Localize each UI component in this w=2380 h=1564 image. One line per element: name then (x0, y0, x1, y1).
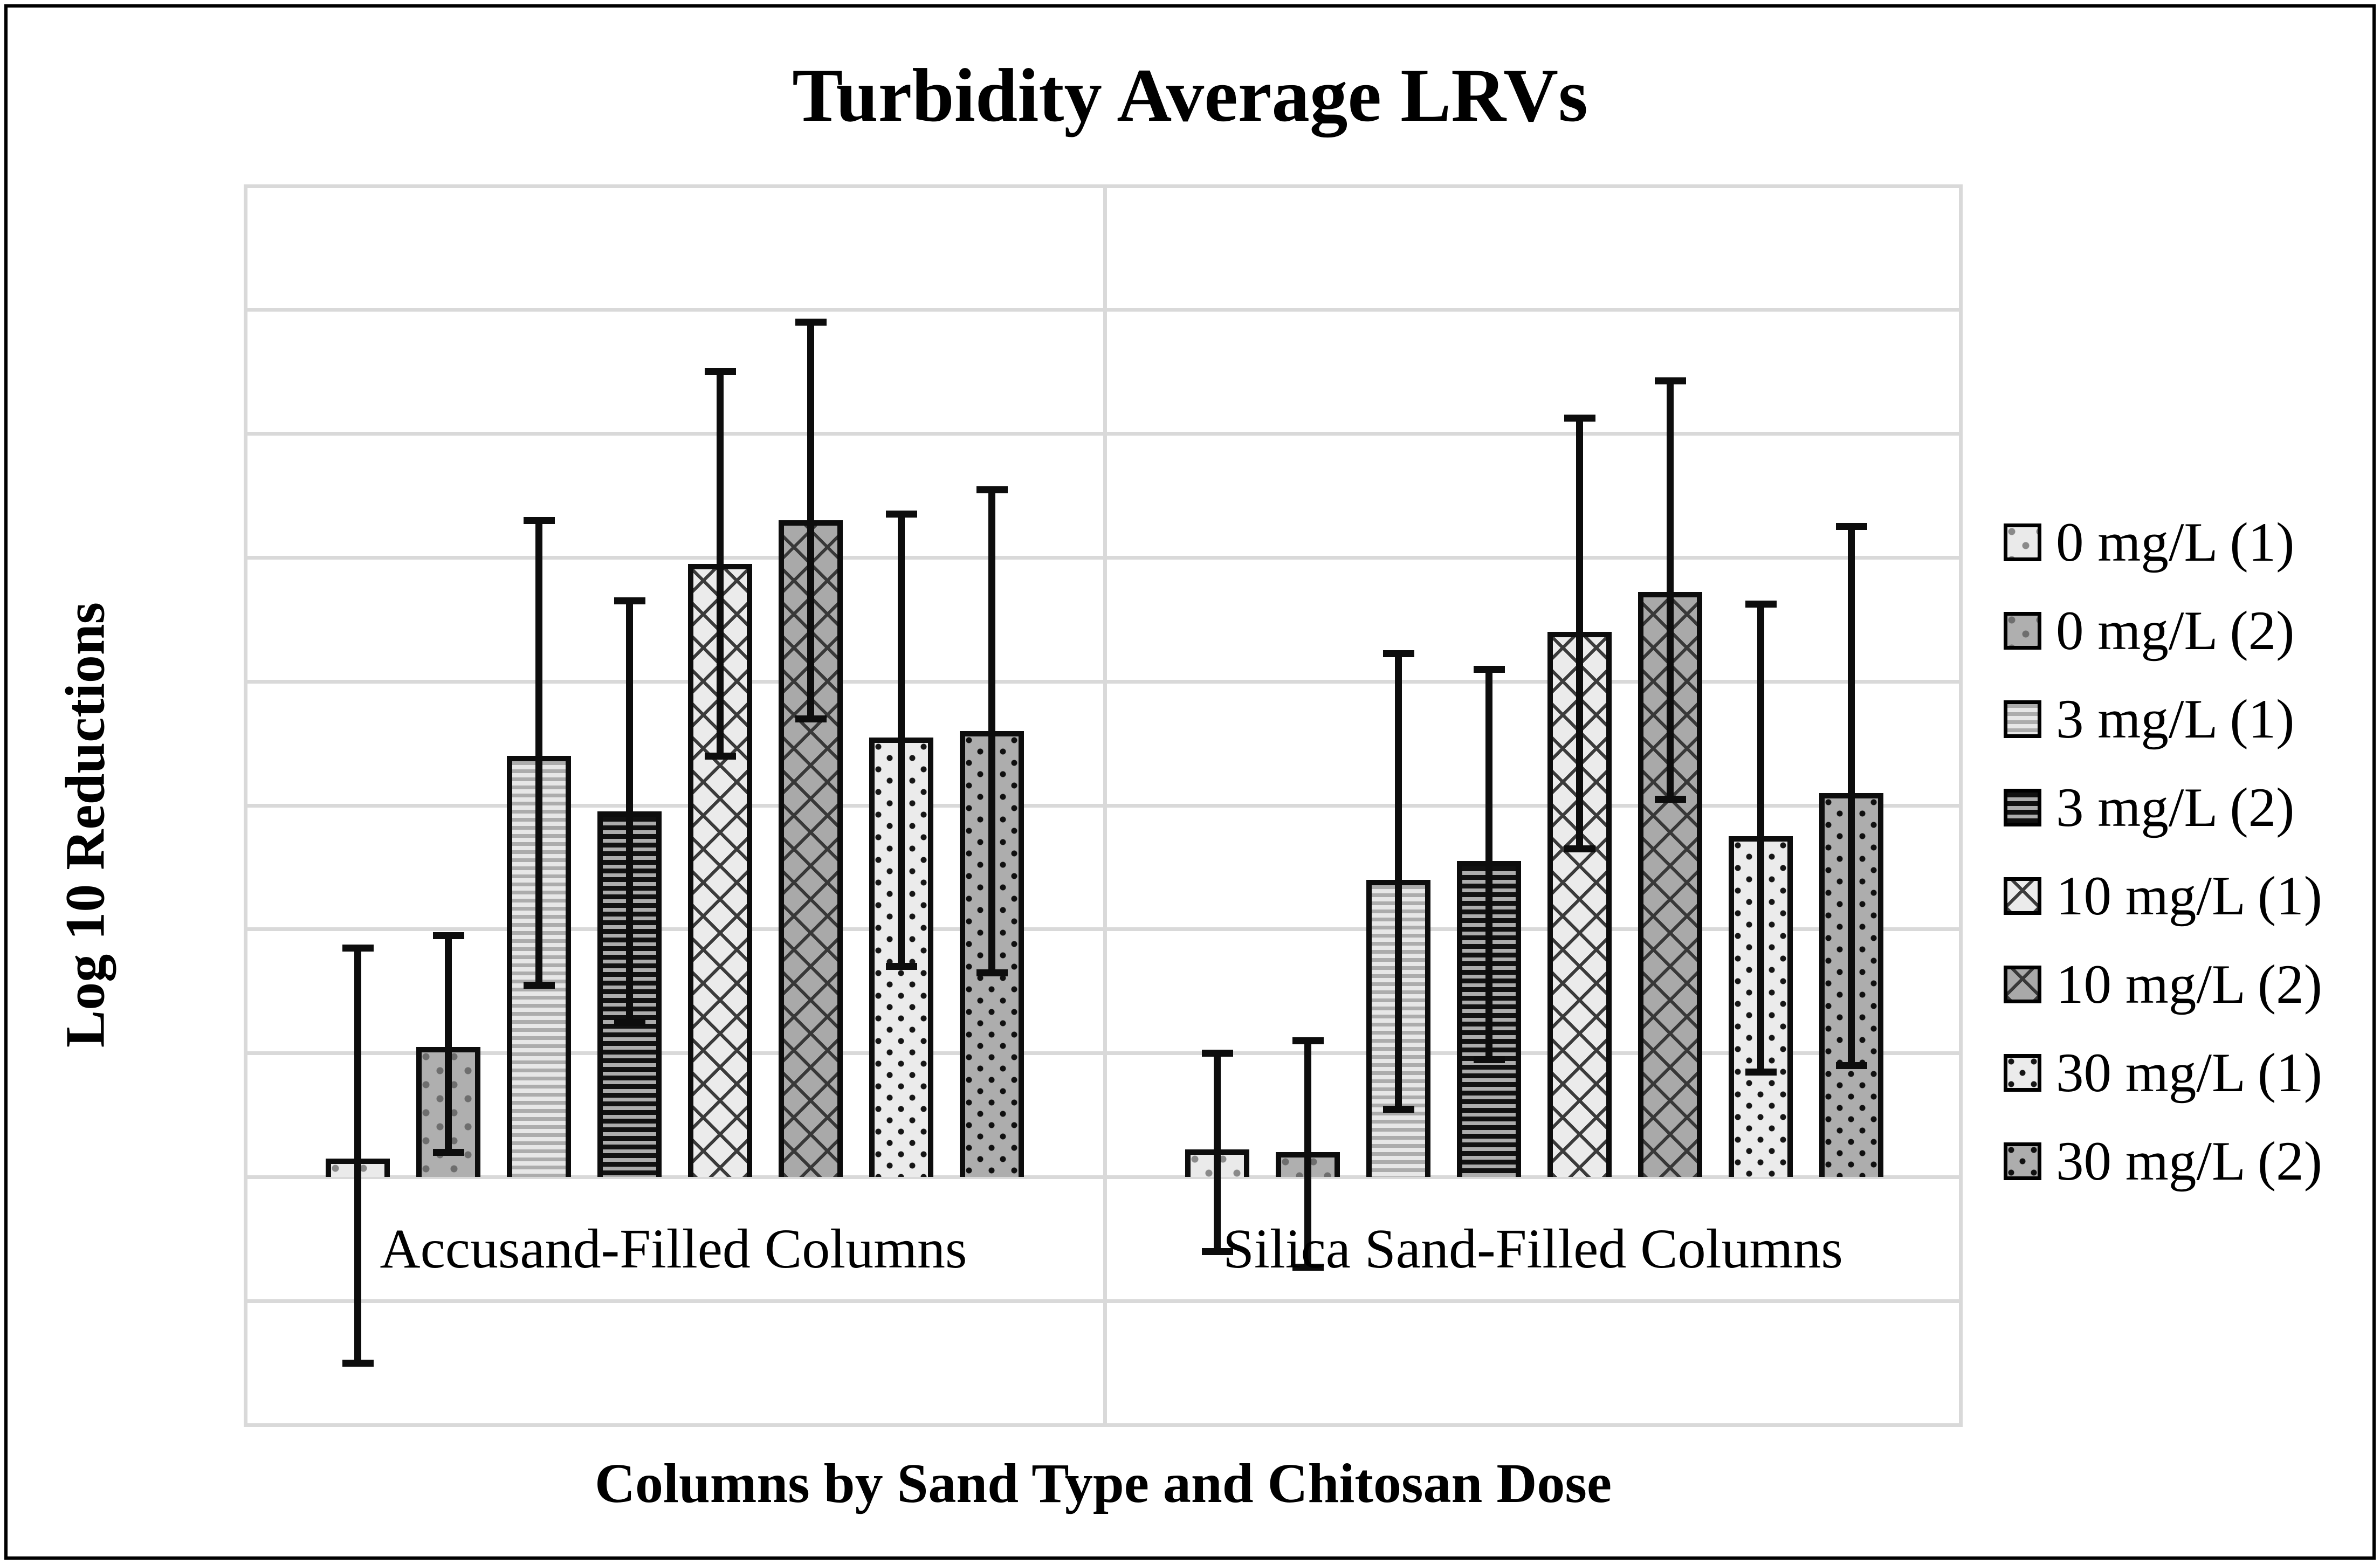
error-bar-cap (342, 944, 374, 952)
legend-item: 10 mg/L (2) (2004, 940, 2322, 1029)
error-bar (1667, 381, 1674, 800)
error-bar-cap (1473, 665, 1505, 673)
error-bar-cap (795, 319, 827, 326)
legend-item: 3 mg/L (1) (2004, 675, 2322, 763)
chart-title: Turbidity Average LRVs (792, 53, 1588, 137)
error-bar (807, 322, 814, 719)
bar-accusand-filled-10-mg-L-2 (779, 520, 843, 1177)
legend-item: 0 mg/L (2) (2004, 587, 2322, 675)
legend-item: 3 mg/L (2) (2004, 763, 2322, 852)
plot-border-line (1959, 186, 1963, 1425)
legend-swatch-icon (2004, 877, 2041, 915)
error-bar (988, 490, 995, 973)
error-bar (354, 948, 361, 1363)
legend-label: 0 mg/L (2) (2056, 600, 2295, 662)
error-bar-cap (704, 752, 736, 760)
error-bar-cap (976, 486, 1008, 493)
error-bar-cap (523, 981, 555, 989)
error-bar-cap (1382, 650, 1414, 657)
error-bar-cap (795, 715, 827, 722)
legend-label: 3 mg/L (1) (2056, 688, 2295, 750)
error-bar-cap (885, 963, 917, 970)
error-bar-cap (1292, 1037, 1324, 1045)
error-bar-cap (1564, 845, 1595, 852)
error-bar-cap (1745, 601, 1777, 608)
error-bar (1214, 1053, 1221, 1252)
error-bar (1757, 604, 1764, 1072)
error-bar (445, 935, 452, 1153)
error-bar (1395, 653, 1402, 1109)
error-bar-cap (1292, 1263, 1324, 1271)
legend-item: 0 mg/L (1) (2004, 498, 2322, 587)
error-bar (1304, 1041, 1311, 1267)
x-axis-title: Columns by Sand Type and Chitosan Dose (594, 1452, 1612, 1514)
error-bar-cap (1835, 523, 1867, 530)
error-bar (626, 601, 633, 1023)
legend-swatch-icon (2004, 1142, 2041, 1180)
legend-item: 30 mg/L (2) (2004, 1117, 2322, 1205)
error-bar (898, 514, 905, 967)
legend-swatch-icon (2004, 789, 2041, 826)
error-bar-cap (704, 368, 736, 376)
y-axis-title: Log 10 Reductions (54, 602, 116, 1048)
legend: 0 mg/L (1) 0 mg/L (2) 3 mg/L (1) 3 mg/L (2)… (2004, 498, 2322, 1205)
error-bar-cap (1382, 1105, 1414, 1113)
error-bar (1848, 526, 1855, 1066)
legend-item: 30 mg/L (1) (2004, 1029, 2322, 1117)
legend-label: 10 mg/L (2) (2056, 953, 2322, 1015)
error-bar-cap (614, 597, 645, 605)
legend-label: 10 mg/L (1) (2056, 865, 2322, 927)
legend-label: 3 mg/L (2) (2056, 776, 2295, 838)
error-bar-cap (1654, 377, 1686, 385)
error-bar (1576, 418, 1583, 849)
category-label: Silica Sand-Filled Columns (1223, 1218, 1843, 1280)
error-bar-cap (432, 932, 464, 939)
error-bar-cap (614, 1018, 645, 1026)
legend-swatch-icon (2004, 612, 2041, 650)
error-bar-cap (1835, 1062, 1867, 1070)
plot-border-line (244, 186, 247, 1425)
category-label: Accusand-Filled Columns (380, 1218, 967, 1280)
legend-swatch-icon (2004, 523, 2041, 561)
error-bar-cap (1654, 796, 1686, 803)
error-bar-cap (1564, 415, 1595, 422)
error-bar-cap (1201, 1050, 1233, 1057)
error-bar (535, 520, 542, 986)
legend-label: 30 mg/L (1) (2056, 1042, 2322, 1104)
error-bar-cap (976, 969, 1008, 976)
error-bar-cap (1201, 1248, 1233, 1255)
bar-silica-10-mg-L-2 (1638, 591, 1702, 1177)
gridline (244, 1423, 1963, 1427)
plot-area: 1.61.41.210.80.60.40.20-0.2-0.4Accusand-… (244, 184, 1963, 1427)
error-bar (717, 371, 724, 756)
error-bar-cap (885, 511, 917, 518)
bar-accusand-filled-10-mg-L-1 (688, 563, 752, 1177)
error-bar-cap (1745, 1068, 1777, 1076)
error-bar-cap (342, 1359, 374, 1367)
error-bar-cap (523, 516, 555, 524)
legend-swatch-icon (2004, 1054, 2041, 1092)
error-bar (1485, 669, 1492, 1060)
legend-label: 30 mg/L (2) (2056, 1130, 2322, 1192)
legend-label: 0 mg/L (1) (2056, 511, 2295, 573)
legend-swatch-icon (2004, 700, 2041, 738)
legend-swatch-icon (2004, 966, 2041, 1003)
legend-item: 10 mg/L (1) (2004, 852, 2322, 940)
error-bar-cap (1473, 1056, 1505, 1063)
group-divider-line (1103, 186, 1107, 1425)
error-bar-cap (432, 1148, 464, 1156)
